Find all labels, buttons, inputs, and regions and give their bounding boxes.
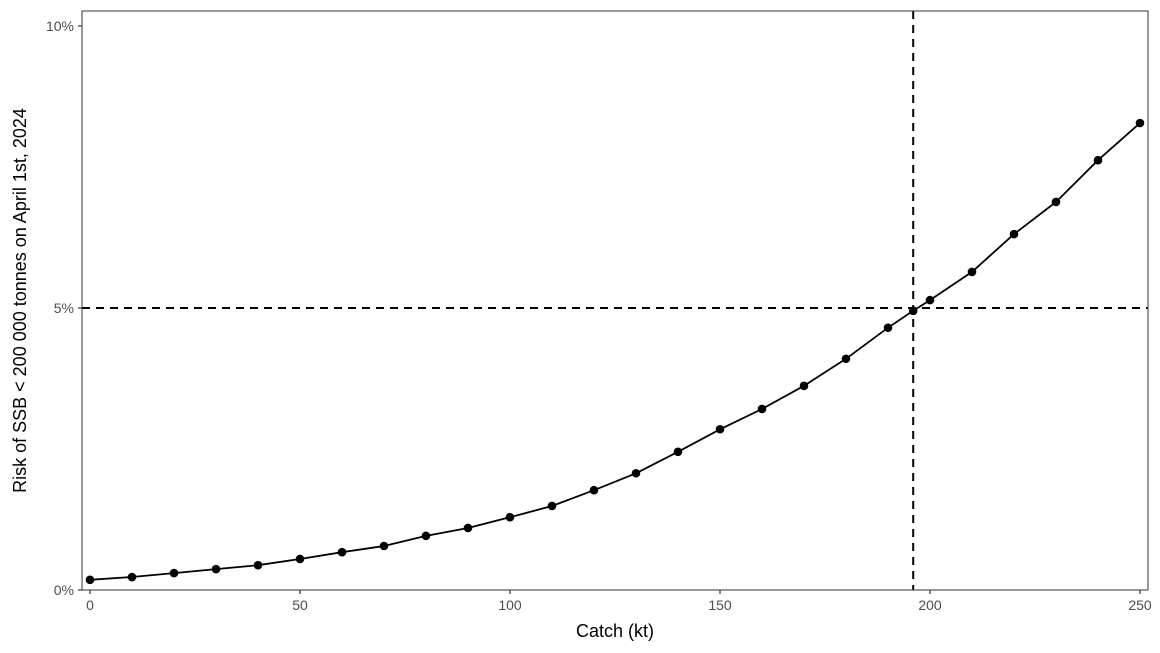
- y-tick-label: 0%: [54, 582, 74, 598]
- data-point: [908, 306, 918, 316]
- x-tick-label: 200: [918, 597, 942, 613]
- y-tick-label: 5%: [54, 300, 74, 316]
- x-tick-label: 0: [86, 597, 94, 613]
- panel-border: [81, 10, 1149, 591]
- data-series: [85, 118, 1145, 585]
- data-point: [211, 564, 221, 574]
- y-tick-label: 10%: [46, 18, 74, 34]
- x-tick-label: 50: [292, 597, 308, 613]
- data-point: [673, 447, 683, 457]
- x-axis: 0 50 100 150 200 250: [86, 590, 1152, 613]
- data-point: [589, 485, 599, 495]
- data-point: [505, 512, 515, 522]
- data-point: [925, 295, 935, 305]
- data-point: [85, 575, 95, 585]
- data-point: [715, 424, 725, 434]
- data-point: [169, 568, 179, 578]
- data-point: [1135, 118, 1145, 128]
- data-point: [799, 381, 809, 391]
- data-point: [841, 354, 851, 364]
- data-point: [883, 323, 893, 333]
- data-point: [1051, 197, 1061, 207]
- data-point: [127, 572, 137, 582]
- reference-lines: [82, 11, 1148, 590]
- data-point: [379, 541, 389, 551]
- y-axis: 0% 5% 10%: [46, 18, 82, 598]
- x-tick-label: 150: [708, 597, 732, 613]
- data-point: [463, 523, 473, 533]
- data-point: [1093, 155, 1103, 165]
- data-point: [253, 560, 263, 570]
- x-tick-label: 250: [1128, 597, 1152, 613]
- plot-area: [82, 11, 1148, 590]
- data-point: [421, 531, 431, 541]
- y-axis-title: Risk of SSB < 200 000 tonnes on April 1s…: [10, 108, 30, 493]
- data-point: [631, 468, 641, 478]
- data-point: [1009, 229, 1019, 239]
- data-point: [295, 554, 305, 564]
- data-point: [757, 404, 767, 414]
- data-point: [547, 501, 557, 511]
- data-point: [337, 547, 347, 557]
- x-tick-label: 100: [498, 597, 522, 613]
- x-axis-title: Catch (kt): [576, 621, 654, 641]
- data-point: [967, 267, 977, 277]
